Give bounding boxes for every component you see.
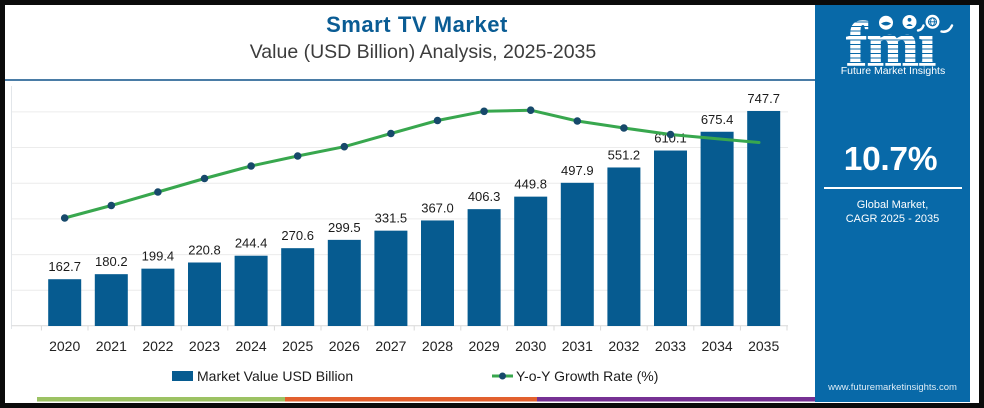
svg-text:270.6: 270.6 [281,228,314,243]
svg-text:299.5: 299.5 [328,220,361,235]
svg-text:180.2: 180.2 [95,254,128,269]
svg-text:220.8: 220.8 [188,242,221,257]
svg-text:2032: 2032 [608,338,639,354]
svg-text:367.0: 367.0 [421,200,454,215]
svg-text:2023: 2023 [189,338,220,354]
svg-text:331.5: 331.5 [375,211,408,226]
svg-text:2029: 2029 [469,338,500,354]
svg-text:449.8: 449.8 [514,177,547,192]
svg-text:199.4: 199.4 [142,249,175,264]
svg-text:2031: 2031 [562,338,593,354]
svg-text:2035: 2035 [748,338,779,354]
svg-text:406.3: 406.3 [468,189,501,204]
svg-text:2033: 2033 [655,338,686,354]
svg-text:2022: 2022 [142,338,173,354]
svg-text:2025: 2025 [282,338,313,354]
svg-text:162.7: 162.7 [48,259,81,274]
svg-text:551.2: 551.2 [608,147,641,162]
svg-text:2027: 2027 [375,338,406,354]
svg-text:Y-o-Y Growth Rate (%): Y-o-Y Growth Rate (%) [516,368,658,384]
svg-text:2021: 2021 [96,338,127,354]
svg-text:747.7: 747.7 [747,91,780,106]
svg-text:2026: 2026 [329,338,360,354]
svg-text:2020: 2020 [49,338,80,354]
svg-text:2034: 2034 [702,338,733,354]
svg-text:2028: 2028 [422,338,453,354]
svg-text:Market Value USD Billion: Market Value USD Billion [197,368,353,384]
svg-text:244.4: 244.4 [235,236,268,251]
svg-text:2024: 2024 [236,338,267,354]
svg-text:2030: 2030 [515,338,546,354]
svg-text:675.4: 675.4 [701,112,734,127]
svg-text:497.9: 497.9 [561,163,594,178]
